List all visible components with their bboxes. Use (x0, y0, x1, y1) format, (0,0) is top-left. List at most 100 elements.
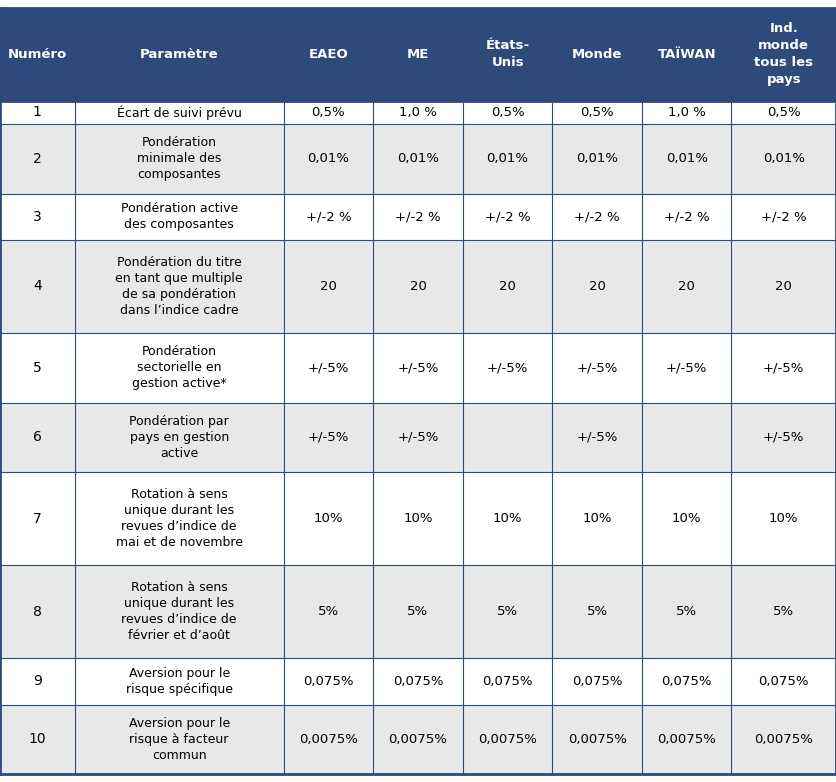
Text: Numéro: Numéro (8, 48, 67, 61)
Text: Pondération par
pays en gestion
active: Pondération par pays en gestion active (130, 415, 229, 460)
Bar (732, 472, 836, 565)
Text: Ind.
monde
tous les
pays: Ind. monde tous les pays (754, 22, 813, 86)
Text: 10%: 10% (769, 512, 798, 526)
Bar (642, 194, 732, 240)
Text: 4: 4 (33, 279, 42, 293)
Bar (283, 124, 373, 194)
Text: Écart de suivi prévu: Écart de suivi prévu (117, 105, 242, 120)
Bar (463, 194, 553, 240)
Bar (74, 705, 283, 774)
Bar (74, 658, 283, 705)
Bar (373, 403, 463, 472)
Text: 1,0 %: 1,0 % (399, 106, 437, 119)
Bar (74, 472, 283, 565)
Text: 20: 20 (499, 280, 516, 293)
Bar (373, 194, 463, 240)
Bar (373, 240, 463, 333)
Bar (642, 705, 732, 774)
Text: 6: 6 (33, 430, 42, 444)
Bar (74, 8, 283, 101)
Text: 5: 5 (33, 361, 42, 375)
Bar (373, 658, 463, 705)
Text: 0,01%: 0,01% (665, 152, 708, 165)
Bar (463, 658, 553, 705)
Text: 0,075%: 0,075% (661, 675, 712, 688)
Bar (0, 705, 74, 774)
Text: 0,0075%: 0,0075% (478, 733, 537, 746)
Bar (373, 565, 463, 658)
Text: Paramètre: Paramètre (140, 48, 218, 61)
Text: 10%: 10% (314, 512, 344, 526)
Text: 5%: 5% (773, 605, 794, 618)
Bar (0, 8, 74, 101)
Bar (553, 194, 642, 240)
Text: +/-2 %: +/-2 % (395, 210, 441, 224)
Text: 10%: 10% (492, 512, 522, 526)
Bar (642, 8, 732, 101)
Text: 0,075%: 0,075% (758, 675, 809, 688)
Bar (463, 705, 553, 774)
Bar (373, 124, 463, 194)
Text: 10%: 10% (403, 512, 433, 526)
Bar (553, 124, 642, 194)
Text: 0,01%: 0,01% (576, 152, 618, 165)
Text: 10%: 10% (672, 512, 701, 526)
Text: +/-5%: +/-5% (666, 361, 707, 375)
Text: 20: 20 (320, 280, 337, 293)
Bar (553, 333, 642, 403)
Text: États-
Unis: États- Unis (486, 39, 530, 70)
Bar (732, 240, 836, 333)
Text: 0,0075%: 0,0075% (389, 733, 447, 746)
Bar (74, 403, 283, 472)
Bar (283, 240, 373, 333)
Text: 5%: 5% (497, 605, 518, 618)
Bar (373, 333, 463, 403)
Bar (732, 658, 836, 705)
Text: ME: ME (407, 48, 429, 61)
Bar (0, 658, 74, 705)
Text: 5%: 5% (676, 605, 697, 618)
Text: +/-5%: +/-5% (397, 361, 439, 375)
Text: Pondération du titre
en tant que multiple
de sa pondération
dans l’indice cadre: Pondération du titre en tant que multipl… (115, 256, 243, 317)
Bar (463, 333, 553, 403)
Bar (642, 240, 732, 333)
Bar (553, 240, 642, 333)
Text: Rotation à sens
unique durant les
revues d’indice de
février et d’août: Rotation à sens unique durant les revues… (121, 581, 237, 642)
Text: +/-5%: +/-5% (577, 431, 618, 444)
Bar (642, 565, 732, 658)
Text: 9: 9 (33, 674, 42, 688)
Text: 0,5%: 0,5% (580, 106, 614, 119)
Text: 0,01%: 0,01% (308, 152, 349, 165)
Bar (732, 8, 836, 101)
Bar (732, 565, 836, 658)
Bar (732, 403, 836, 472)
Bar (463, 240, 553, 333)
Bar (642, 333, 732, 403)
Text: 0,0075%: 0,0075% (754, 733, 813, 746)
Bar (553, 403, 642, 472)
Text: +/-2 %: +/-2 % (761, 210, 807, 224)
Text: Aversion pour le
risque à facteur
commun: Aversion pour le risque à facteur commun (129, 717, 230, 762)
Text: 10%: 10% (583, 512, 612, 526)
Text: 2: 2 (33, 152, 42, 166)
Text: +/-5%: +/-5% (763, 361, 804, 375)
Text: 0,075%: 0,075% (482, 675, 533, 688)
Text: Pondération
minimale des
composantes: Pondération minimale des composantes (137, 136, 222, 181)
Text: +/-2 %: +/-2 % (574, 210, 620, 224)
Text: 0,0075%: 0,0075% (657, 733, 716, 746)
Bar (642, 124, 732, 194)
Text: +/-5%: +/-5% (577, 361, 618, 375)
Bar (553, 705, 642, 774)
Bar (0, 101, 74, 124)
Text: Rotation à sens
unique durant les
revues d’indice de
mai et de novembre: Rotation à sens unique durant les revues… (115, 488, 242, 549)
Text: TAÏWAN: TAÏWAN (657, 48, 716, 61)
Bar (0, 565, 74, 658)
Bar (553, 8, 642, 101)
Bar (74, 124, 283, 194)
Bar (732, 101, 836, 124)
Text: +/-5%: +/-5% (487, 361, 528, 375)
Bar (732, 705, 836, 774)
Bar (373, 8, 463, 101)
Text: 0,01%: 0,01% (762, 152, 805, 165)
Bar (553, 658, 642, 705)
